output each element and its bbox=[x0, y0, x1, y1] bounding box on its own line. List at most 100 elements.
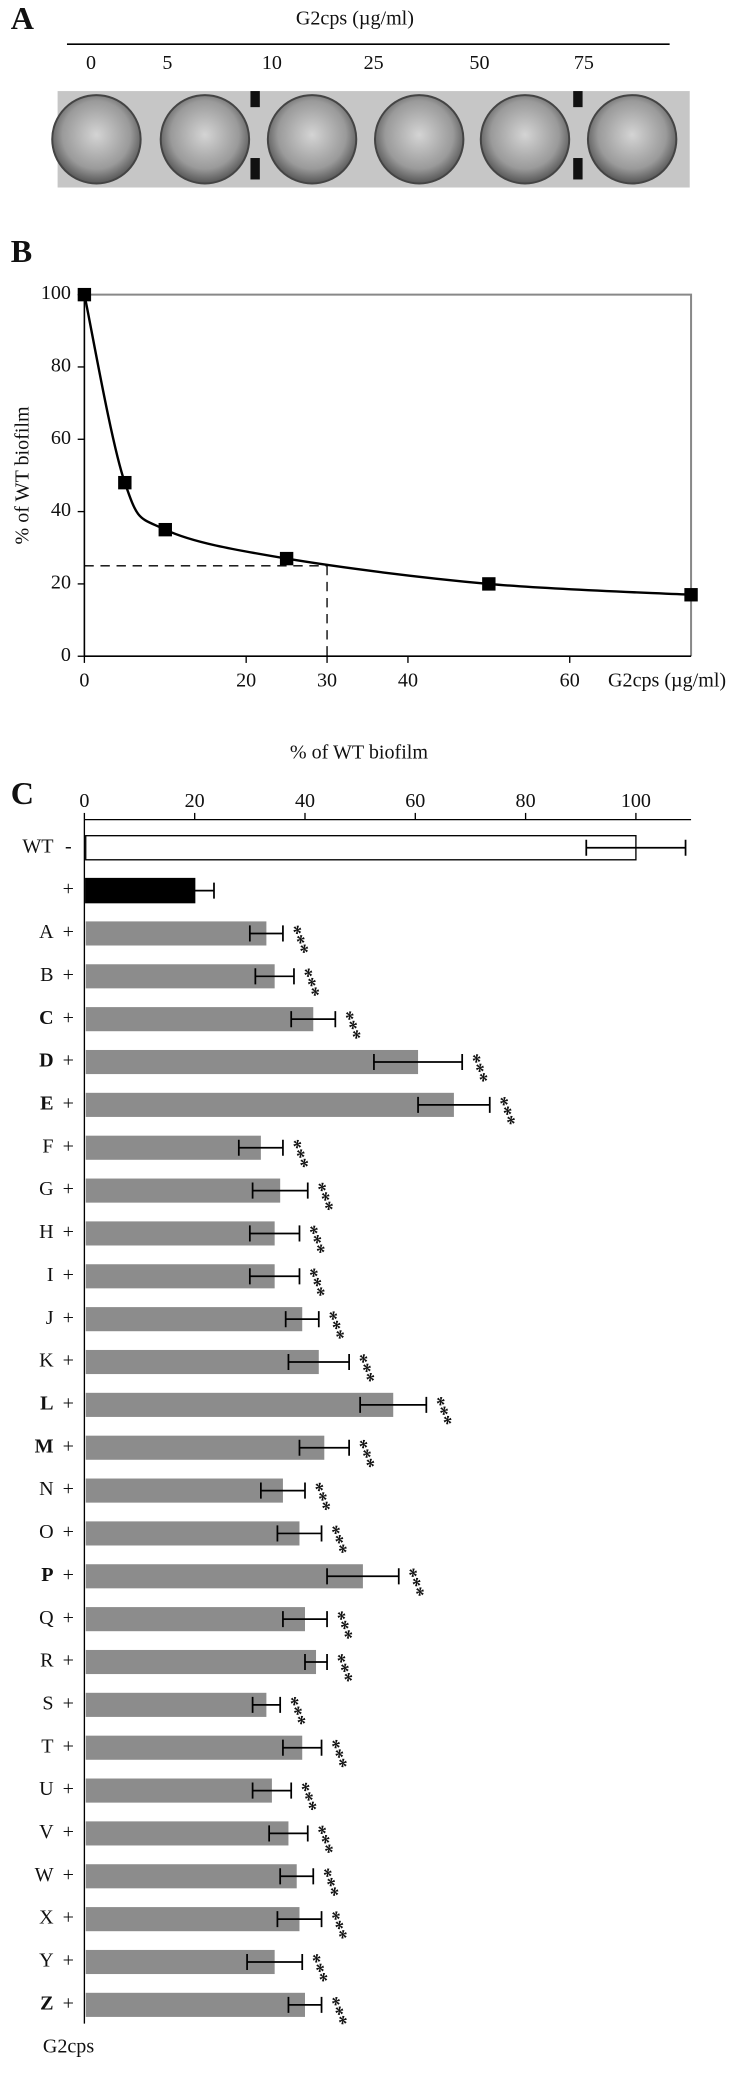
well bbox=[266, 94, 358, 185]
treatment-label: + bbox=[63, 1864, 74, 1886]
row-label: J bbox=[46, 1307, 54, 1329]
y-tick-label: 0 bbox=[61, 644, 71, 666]
treatment-label: + bbox=[63, 1692, 74, 1714]
treatment-label: + bbox=[63, 1264, 74, 1286]
treatment-label: + bbox=[63, 1221, 74, 1243]
y-tick-label: 20 bbox=[51, 572, 71, 594]
error-bar bbox=[290, 1011, 337, 1028]
treatment-label: + bbox=[63, 1778, 74, 1800]
error-bar bbox=[276, 1911, 323, 1928]
significance-label: *** bbox=[461, 1051, 492, 1087]
treatment-label: + bbox=[63, 1992, 74, 2014]
row-label: O bbox=[39, 1521, 54, 1543]
error-bar bbox=[304, 1653, 328, 1671]
y-tick-label: 60 bbox=[51, 427, 71, 449]
treatment-label: + bbox=[63, 1735, 74, 1757]
error-bar bbox=[287, 1353, 350, 1371]
error-bar bbox=[237, 1139, 284, 1156]
y-axis-label: % of WT biofilm bbox=[12, 406, 34, 544]
bar bbox=[85, 1607, 305, 1632]
treatment-label: + bbox=[63, 1307, 74, 1329]
bar bbox=[85, 1821, 289, 1846]
error-bar bbox=[298, 1439, 350, 1456]
x-tick-label: 0 bbox=[79, 790, 89, 812]
significance-label: *** bbox=[321, 1737, 352, 1773]
x-tick-label: 100 bbox=[621, 790, 651, 812]
y-tick-label: 40 bbox=[51, 499, 71, 521]
bar bbox=[85, 1692, 267, 1717]
bar bbox=[85, 1564, 363, 1589]
row-label: N bbox=[39, 1478, 54, 1500]
bar bbox=[85, 1907, 300, 1932]
treatment-label: + bbox=[63, 1435, 74, 1457]
row-label: V bbox=[39, 1821, 54, 1843]
x-tick-label: 0 bbox=[79, 669, 89, 691]
significance-label: *** bbox=[301, 1951, 332, 1987]
bar bbox=[85, 1135, 261, 1160]
treatment-label: + bbox=[63, 1521, 74, 1543]
row-label: A bbox=[39, 921, 54, 943]
row-label: S bbox=[42, 1692, 53, 1714]
y-tick-label: 80 bbox=[51, 355, 71, 377]
x-tick-label: 40 bbox=[295, 790, 315, 812]
error-bar bbox=[359, 1396, 428, 1413]
bar bbox=[85, 1007, 314, 1032]
y-tick-label: 100 bbox=[41, 282, 71, 304]
treatment-label: + bbox=[63, 921, 74, 943]
x-tick-label: 60 bbox=[560, 669, 580, 691]
treatment-label: + bbox=[63, 964, 74, 986]
error-bar bbox=[174, 882, 215, 899]
significance-label: *** bbox=[348, 1351, 379, 1387]
error-bar bbox=[248, 1225, 301, 1242]
treatment-label: + bbox=[63, 1650, 74, 1672]
significance-label: *** bbox=[326, 1651, 357, 1687]
bar bbox=[85, 1221, 275, 1246]
error-bar bbox=[251, 1182, 309, 1199]
error-bar bbox=[268, 1825, 309, 1842]
significance-label: *** bbox=[307, 1180, 338, 1216]
row-label: E bbox=[40, 1092, 53, 1114]
bar bbox=[85, 1521, 300, 1546]
error-bar bbox=[248, 925, 284, 942]
row-label: P bbox=[41, 1564, 53, 1586]
x-tick-label: 30 bbox=[317, 669, 337, 691]
significance-label: *** bbox=[348, 1437, 379, 1473]
significance-label: *** bbox=[321, 1908, 352, 1944]
bar bbox=[85, 1307, 303, 1332]
row-label: B bbox=[40, 964, 53, 986]
treatment-label: + bbox=[63, 1135, 74, 1157]
significance-label: *** bbox=[299, 1223, 330, 1259]
significance-label: *** bbox=[318, 1308, 349, 1344]
x-tick-label: 40 bbox=[398, 669, 418, 691]
data-point bbox=[118, 475, 132, 490]
treatment-label: + bbox=[63, 1178, 74, 1200]
significance-label: *** bbox=[425, 1394, 456, 1430]
significance-label: *** bbox=[304, 1480, 335, 1516]
x-tick-label: 60 bbox=[405, 790, 425, 812]
plate-mark bbox=[250, 91, 260, 108]
treatment-label: + bbox=[63, 1950, 74, 1972]
error-bar bbox=[282, 1611, 328, 1628]
data-point bbox=[77, 287, 92, 302]
bar bbox=[85, 1092, 454, 1117]
significance-label: *** bbox=[489, 1094, 520, 1130]
row-label: Y bbox=[39, 1950, 54, 1972]
x-tick-label: 20 bbox=[236, 669, 256, 691]
data-point bbox=[158, 522, 172, 537]
error-bar bbox=[326, 1568, 400, 1585]
bar bbox=[85, 921, 267, 946]
treatment-label: + bbox=[63, 1007, 74, 1029]
row-label: M bbox=[35, 1435, 54, 1457]
row-label: C bbox=[39, 1007, 54, 1029]
significance-label: *** bbox=[293, 965, 324, 1001]
x-tick-label: 80 bbox=[516, 790, 536, 812]
error-bar bbox=[284, 1311, 320, 1328]
concentration-label: 75 bbox=[574, 52, 594, 74]
bar bbox=[85, 1178, 281, 1203]
well bbox=[479, 94, 571, 185]
plate-mark bbox=[250, 158, 260, 180]
row-header: G2cps bbox=[43, 2035, 94, 2057]
row-label: L bbox=[40, 1392, 53, 1414]
significance-label: *** bbox=[279, 1694, 310, 1730]
bar bbox=[85, 1478, 283, 1503]
